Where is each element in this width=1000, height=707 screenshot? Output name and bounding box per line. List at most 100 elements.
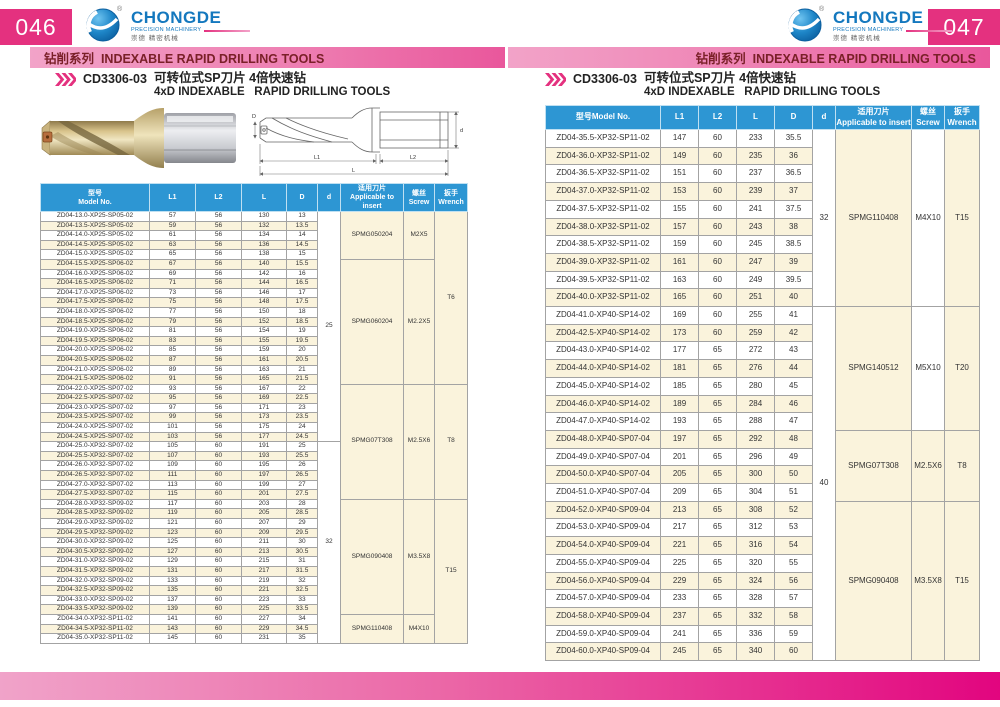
cell: 60 — [698, 306, 737, 325]
cell: 103 — [149, 431, 196, 443]
cell: 155 — [241, 335, 287, 347]
cell: 60 — [698, 129, 737, 148]
cell: 34.5 — [286, 623, 318, 635]
cell-screw: M4X10 — [403, 613, 435, 644]
table-row: ZD04-26.5-XP32-SP07-02 111 60 197 26.5 — [40, 470, 468, 481]
cell: 155 — [660, 199, 699, 219]
cell: 35 — [286, 633, 318, 644]
cell: 146 — [241, 287, 287, 299]
cell: 132 — [241, 220, 287, 232]
cell: 154 — [241, 326, 287, 337]
col-header: d — [812, 105, 836, 130]
cell: 241 — [660, 624, 699, 644]
cell-screw: M2.2X5 — [403, 258, 435, 385]
cell: 169 — [660, 306, 699, 325]
cell: 193 — [241, 450, 287, 462]
cell: ZD04-30.0-XP32-SP09-02 — [40, 537, 150, 548]
cell: 27 — [286, 479, 318, 491]
cell-shank-d: 32 — [317, 441, 341, 644]
cell: 243 — [736, 217, 775, 237]
cell: ZD04-30.5-XP32-SP09-02 — [40, 546, 150, 558]
cell: 60 — [195, 508, 242, 519]
cell: 169 — [241, 393, 287, 404]
table-row: ZD04-42.5-XP40-SP14-02 173 60 259 42 — [545, 323, 980, 343]
cell: ZD04-28.0-XP32-SP09-02 — [40, 498, 150, 510]
cell: 229 — [660, 571, 699, 591]
cell-shank-d: 40 — [812, 306, 836, 662]
cell: 60 — [195, 470, 242, 481]
cell: ZD04-23.5-XP25-SP07-02 — [40, 412, 150, 424]
cell: 65 — [698, 465, 737, 485]
cell: ZD04-17.0-XP25-SP06-02 — [40, 287, 150, 299]
cell: 65 — [698, 624, 737, 644]
cell: ZD04-18.5-XP25-SP06-02 — [40, 316, 150, 328]
cell: 150 — [241, 306, 287, 318]
table-row: ZD04-22.5-XP25-SP07-02 95 56 169 22.5 — [40, 393, 468, 404]
cell: 296 — [736, 447, 775, 467]
section-code: CD3306-03 — [83, 72, 147, 86]
cell: 60 — [195, 479, 242, 491]
cell: ZD04-48.0-XP40-SP07-04 — [545, 429, 661, 449]
col-header: 扳手 Wrench — [944, 105, 980, 130]
cell: 57 — [149, 211, 196, 222]
cell: ZD04-50.0-XP40-SP07-04 — [545, 465, 661, 485]
cell: 13 — [286, 211, 318, 222]
cell: 42 — [774, 323, 813, 343]
cell: ZD04-40.0-XP32-SP11-02 — [545, 288, 661, 308]
table-row: ZD04-52.0-XP40-SP09-04 213 65 308 52 SPMG0904… — [545, 500, 980, 662]
cell: 95 — [149, 393, 196, 404]
cell: 48 — [774, 429, 813, 449]
cell: ZD04-32.5-XP32-SP09-02 — [40, 585, 150, 596]
page-number-badge-right: 047 — [928, 9, 1000, 45]
cell-insert: SPMG110408 — [340, 613, 404, 644]
cell: 161 — [660, 252, 699, 272]
cell: ZD04-20.0-XP25-SP06-02 — [40, 345, 150, 356]
table-row: ZD04-19.5-XP25-SP06-02 83 56 155 19.5 — [40, 335, 468, 347]
cell: 54 — [774, 536, 813, 555]
cell: 21 — [286, 364, 318, 376]
cell: 235 — [736, 146, 775, 166]
cell-insert: SPMG050204 — [340, 211, 404, 260]
cell: ZD04-41.0-XP40-SP14-02 — [545, 306, 661, 325]
cell: 65 — [698, 606, 737, 626]
cell: 259 — [736, 323, 775, 343]
cell: ZD04-43.0-XP40-SP14-02 — [545, 341, 661, 361]
col-header: d — [317, 183, 341, 212]
footer-bar — [0, 672, 1000, 700]
cell: 33.5 — [286, 604, 318, 615]
cell: 133 — [149, 575, 196, 587]
cell: 60 — [698, 217, 737, 237]
table-row: ZD04-13.0-XP25-SP05-02 57 56 130 13 25 SPMG050… — [40, 210, 468, 443]
cell: 251 — [736, 288, 775, 308]
cell: 241 — [736, 199, 775, 219]
cell: 125 — [149, 537, 196, 548]
brand-logo-right: ® CHONGDE PRECISION MACHINERY 崇德 精密机械 — [786, 3, 953, 45]
cell: 121 — [149, 518, 196, 529]
cell: 127 — [149, 546, 196, 558]
cell: 161 — [241, 354, 287, 366]
cell: 17 — [286, 287, 318, 299]
cell: ZD04-56.0-XP40-SP09-04 — [545, 571, 661, 591]
cell: ZD04-25.5-XP32-SP07-02 — [40, 450, 150, 462]
cell: 56 — [195, 326, 242, 337]
cell: 14 — [286, 230, 318, 241]
cell: ZD04-25.0-XP32-SP07-02 — [40, 441, 150, 452]
cell: 245 — [660, 642, 699, 662]
cell: ZD04-33.0-XP32-SP09-02 — [40, 594, 150, 606]
cell: 65 — [698, 642, 737, 662]
cell-insert: SPMG060204 — [340, 258, 404, 385]
cell: 30 — [286, 537, 318, 548]
cell: ZD04-35.5-XP32-SP11-02 — [545, 129, 661, 148]
cell: 113 — [149, 479, 196, 491]
table-row: ZD04-33.0-XP32-SP09-02 137 60 223 33 — [40, 594, 468, 606]
cell: 237 — [736, 164, 775, 184]
cell: 209 — [241, 527, 287, 539]
cell: 231 — [241, 633, 287, 644]
cell: 249 — [736, 270, 775, 290]
cell: 60 — [195, 623, 242, 635]
cell: 97 — [149, 402, 196, 414]
cell: 56 — [195, 422, 242, 433]
triple-chevron-icon — [545, 73, 566, 86]
cell-wrench: T20 — [944, 306, 980, 431]
